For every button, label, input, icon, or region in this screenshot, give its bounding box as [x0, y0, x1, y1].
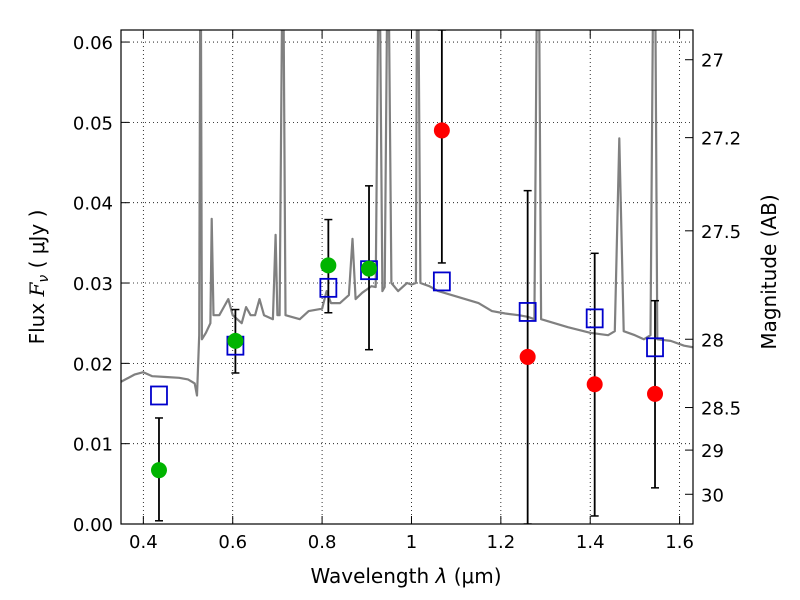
y2-tick-label: 30: [701, 485, 724, 506]
model-photometry-square: [150, 385, 168, 406]
x-axis-label-symbol: λ: [435, 564, 448, 588]
model-photometry-square: [518, 302, 537, 322]
y-axis-label-symbol: F: [25, 281, 49, 297]
y2-tick-label: 28.5: [701, 399, 741, 420]
detection-point: [150, 462, 167, 479]
model-photometry-square: [319, 277, 338, 298]
detection-point: [227, 332, 244, 349]
y2-tick-label: 28: [701, 330, 724, 351]
detection-point: [320, 257, 337, 274]
y-tick-label: 0.04: [73, 194, 113, 215]
plot-frame: [120, 29, 694, 525]
model-photometry-square: [432, 271, 451, 292]
y-tick-label: 0.05: [73, 113, 113, 134]
nondetection-point: [586, 376, 603, 393]
y-tick-label: 0.06: [73, 33, 113, 54]
y-tick-label: 0.03: [73, 274, 113, 295]
y-axis-label: Flux Fν ( μJy ): [25, 210, 52, 345]
y2-tick-label: 27: [701, 51, 724, 72]
nondetection-point: [647, 385, 664, 402]
y-axis-label-text: Flux: [25, 303, 49, 345]
x-axis-label-unit: (μm): [454, 564, 502, 588]
axis-ticks: 0.4 0.6 0.8 1 1.2 1.4 1.6 0.00 0.01 0.02 0.03 0.04 0…: [73, 30, 741, 553]
x-tick-label: 1.6: [665, 532, 694, 553]
y2-tick-label: 29: [701, 441, 724, 462]
x-tick-label: 0.8: [308, 532, 337, 553]
x-tick-label: 1: [406, 532, 417, 553]
y2-tick-label: 27.2: [701, 129, 741, 150]
y-tick-label: 0.02: [73, 354, 113, 375]
y-axis-label-unit: ( μJy ): [25, 210, 49, 269]
y2-tick-label: 27.5: [701, 222, 741, 243]
model-photometry-square: [585, 308, 604, 329]
y-tick-label: 0.00: [73, 515, 113, 536]
x-tick-label: 1.4: [576, 532, 605, 553]
x-axis-label-text: Wavelength: [310, 564, 429, 588]
nondetection-point: [433, 122, 450, 139]
nondetection-point: [519, 348, 536, 365]
x-axis-label: Wavelength λ (μm): [310, 564, 501, 588]
y-axis-label-subscript: ν: [36, 275, 52, 283]
model-photometry-square: [646, 337, 664, 358]
y2-axis-label: Magnitude (AB): [757, 194, 781, 349]
detection-point: [361, 260, 378, 277]
data-markers: [150, 122, 664, 479]
x-tick-label: 0.6: [218, 532, 247, 553]
x-tick-label: 1.2: [487, 532, 516, 553]
x-tick-label: 0.4: [129, 532, 158, 553]
y-tick-label: 0.01: [73, 435, 113, 456]
